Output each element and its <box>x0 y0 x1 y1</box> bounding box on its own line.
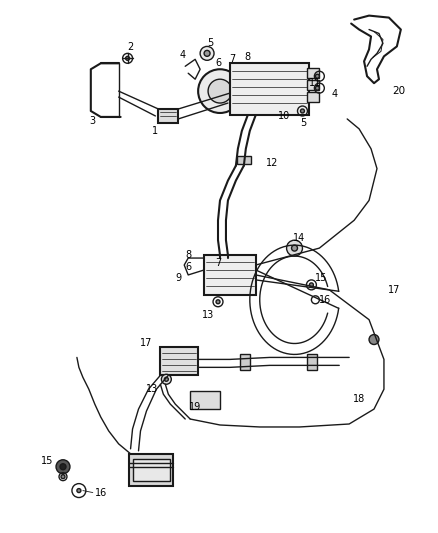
Circle shape <box>126 56 130 60</box>
Bar <box>230 63 309 115</box>
Text: 19: 19 <box>189 402 201 412</box>
Text: 1: 1 <box>152 126 159 136</box>
Text: 4: 4 <box>179 50 185 60</box>
Circle shape <box>286 240 303 256</box>
Text: 17: 17 <box>388 285 400 295</box>
Text: 18: 18 <box>353 394 365 404</box>
Circle shape <box>216 300 220 304</box>
Circle shape <box>208 79 232 103</box>
Text: 12: 12 <box>265 158 278 168</box>
Circle shape <box>164 377 168 381</box>
Text: 9: 9 <box>175 273 181 283</box>
Circle shape <box>204 51 210 56</box>
Circle shape <box>161 374 171 384</box>
Text: 15: 15 <box>315 273 328 283</box>
Bar <box>307 92 319 102</box>
Text: 3: 3 <box>90 116 96 126</box>
Text: 15: 15 <box>41 456 53 466</box>
Text: 14: 14 <box>293 233 306 243</box>
Bar <box>190 391 220 409</box>
Circle shape <box>77 489 81 492</box>
Text: 5: 5 <box>207 38 213 49</box>
Circle shape <box>309 283 314 287</box>
Text: 16: 16 <box>95 488 107 498</box>
Text: 13: 13 <box>202 310 214 320</box>
Bar <box>133 459 170 481</box>
Text: 8: 8 <box>185 250 191 260</box>
Text: 10: 10 <box>277 111 290 121</box>
Text: 2: 2 <box>127 43 134 52</box>
Circle shape <box>198 69 242 113</box>
Text: 7: 7 <box>215 258 221 268</box>
Text: 13: 13 <box>146 384 159 394</box>
Circle shape <box>300 109 304 113</box>
Circle shape <box>315 86 319 90</box>
Bar <box>204 255 256 295</box>
Text: 5: 5 <box>300 118 307 128</box>
Circle shape <box>56 460 70 474</box>
Bar <box>307 354 318 370</box>
Text: 8: 8 <box>245 52 251 62</box>
Text: 4: 4 <box>331 89 337 99</box>
Circle shape <box>61 475 65 479</box>
Circle shape <box>292 245 297 251</box>
Circle shape <box>369 335 379 344</box>
Text: 6: 6 <box>185 262 191 272</box>
Bar <box>307 80 319 90</box>
Text: 11: 11 <box>309 78 321 88</box>
Text: 20: 20 <box>392 86 406 96</box>
Bar <box>129 454 173 486</box>
Bar <box>307 68 319 78</box>
Bar <box>240 354 250 370</box>
Text: 7: 7 <box>229 54 235 64</box>
Bar <box>237 156 251 164</box>
Bar <box>160 348 198 375</box>
Circle shape <box>315 74 319 78</box>
Circle shape <box>60 464 66 470</box>
Text: 16: 16 <box>319 295 332 305</box>
Text: 6: 6 <box>215 58 221 68</box>
Text: 17: 17 <box>140 337 153 348</box>
Circle shape <box>200 46 214 60</box>
Bar <box>159 109 178 123</box>
